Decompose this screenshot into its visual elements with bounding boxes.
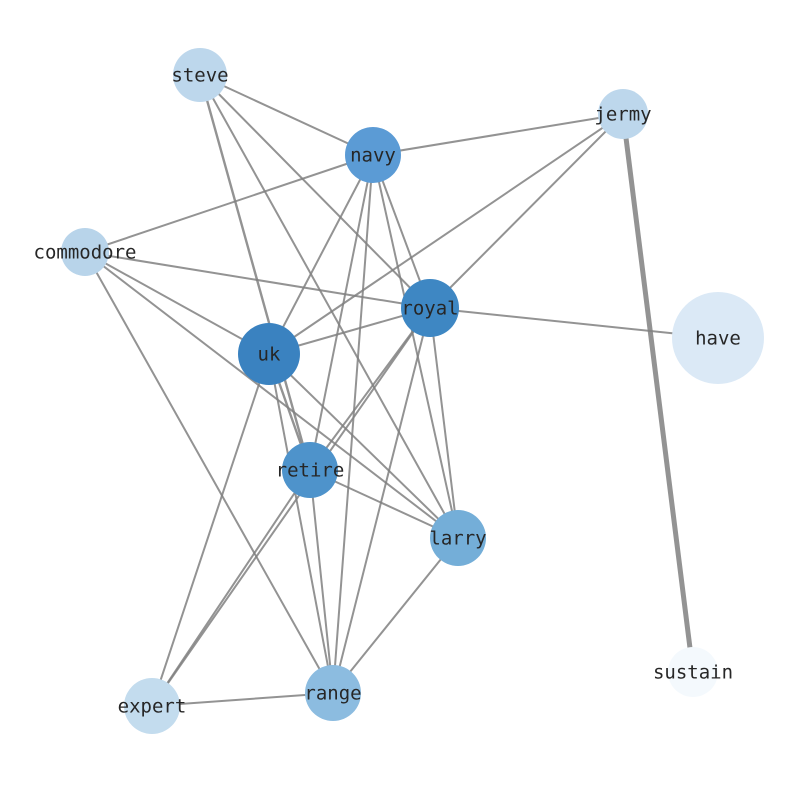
graph-edge	[199, 74, 459, 539]
node-circle-royal[interactable]	[401, 279, 459, 337]
node-circle-steve[interactable]	[173, 48, 227, 102]
graph-edge	[84, 154, 374, 253]
graph-edge	[332, 154, 374, 694]
graph-edge	[309, 469, 334, 694]
graph-node-royal[interactable]: royal	[401, 279, 459, 337]
node-circle-commodore[interactable]	[61, 228, 109, 276]
graph-edge	[151, 469, 311, 707]
node-circle-uk[interactable]	[238, 323, 300, 385]
graph-edge	[198, 73, 312, 472]
graph-node-have[interactable]: have	[672, 292, 764, 384]
graph-edge	[84, 251, 459, 539]
graph-edge	[151, 692, 334, 707]
graph-edge	[372, 154, 459, 539]
graph-edge	[84, 251, 334, 694]
graph-node-uk[interactable]: uk	[238, 323, 300, 385]
graph-edge	[84, 251, 431, 309]
node-circle-retire[interactable]	[282, 442, 338, 498]
graph-node-navy[interactable]: navy	[345, 127, 401, 183]
graph-edge	[151, 353, 270, 707]
graph-edge	[309, 154, 374, 471]
graph-edge	[268, 353, 334, 694]
node-circle-have[interactable]	[672, 292, 764, 384]
graph-edge	[151, 307, 431, 707]
graph-edge	[268, 113, 624, 355]
graph-edge	[268, 154, 374, 355]
graph-edge	[429, 113, 624, 309]
node-circle-navy[interactable]	[345, 127, 401, 183]
node-circle-jermy[interactable]	[598, 89, 648, 139]
graph-edge	[332, 307, 431, 694]
graph-edge	[429, 307, 459, 539]
graph-edge	[84, 251, 270, 355]
edges-layer	[84, 73, 719, 707]
graph-edge	[429, 307, 719, 339]
graph-edge	[199, 74, 374, 156]
node-circle-sustain[interactable]	[668, 647, 718, 697]
graph-edge	[199, 74, 431, 309]
graph-edge	[332, 537, 459, 694]
node-circle-larry[interactable]	[430, 510, 486, 566]
node-circle-expert[interactable]	[124, 678, 180, 734]
graph-edge	[372, 113, 624, 156]
graph-edge	[268, 353, 459, 539]
node-circle-range[interactable]	[305, 665, 361, 721]
graph-edge	[620, 111, 696, 675]
